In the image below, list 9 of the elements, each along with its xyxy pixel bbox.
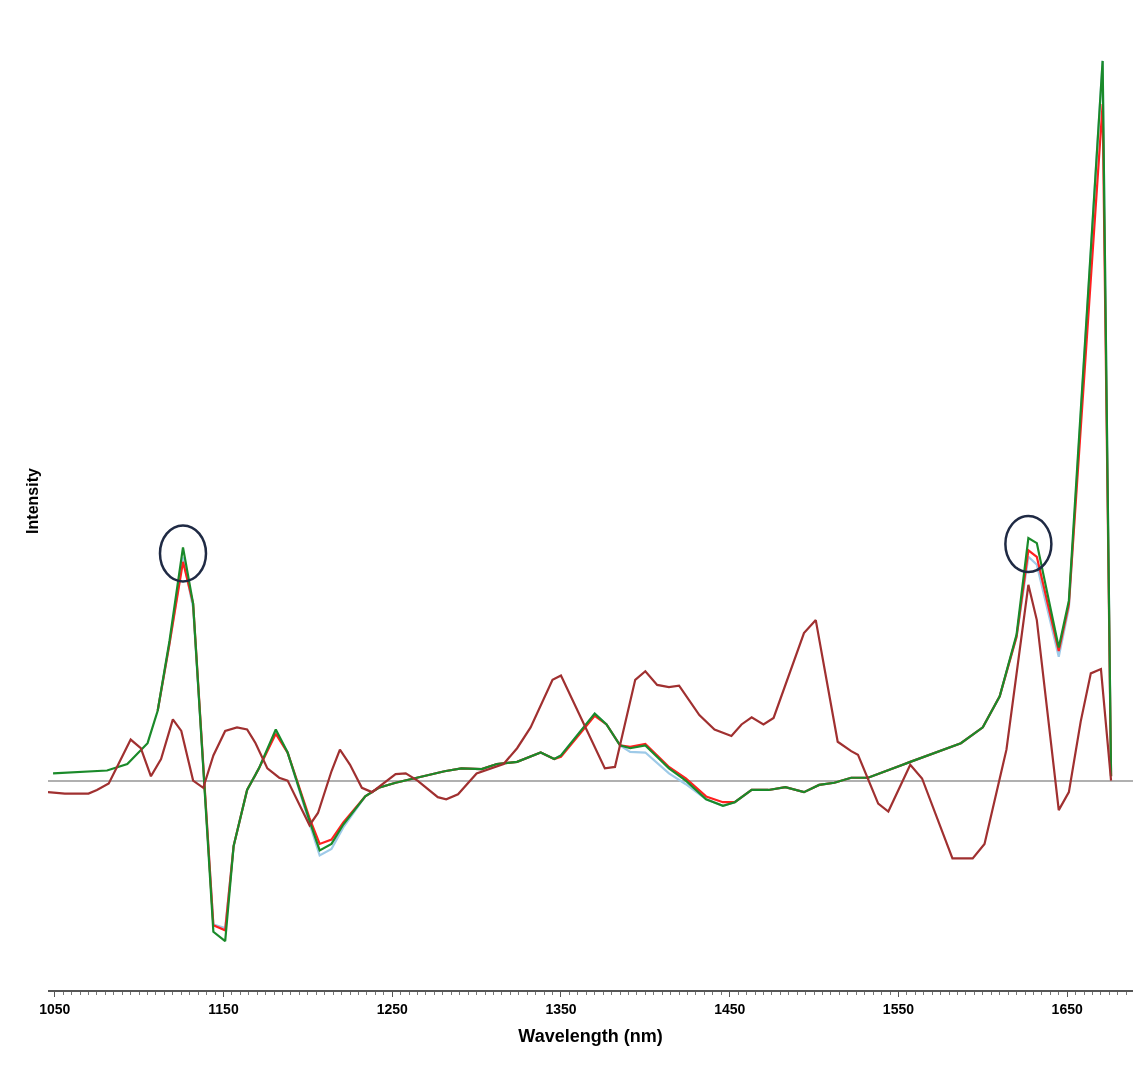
y-axis-title: Intensity: [23, 468, 41, 534]
x-tick-label: 1650: [1051, 1000, 1083, 1017]
x-tick-label: 1350: [545, 1000, 577, 1017]
x-tick-label: 1450: [714, 1000, 746, 1017]
x-tick-label: 1050: [39, 1000, 71, 1017]
x-axis-title: Wavelength (nm): [518, 1026, 663, 1047]
x-tick-label: 1150: [208, 1000, 239, 1017]
x-tick-label: 1250: [376, 1000, 409, 1017]
x-tick-label: 1550: [882, 1000, 915, 1017]
